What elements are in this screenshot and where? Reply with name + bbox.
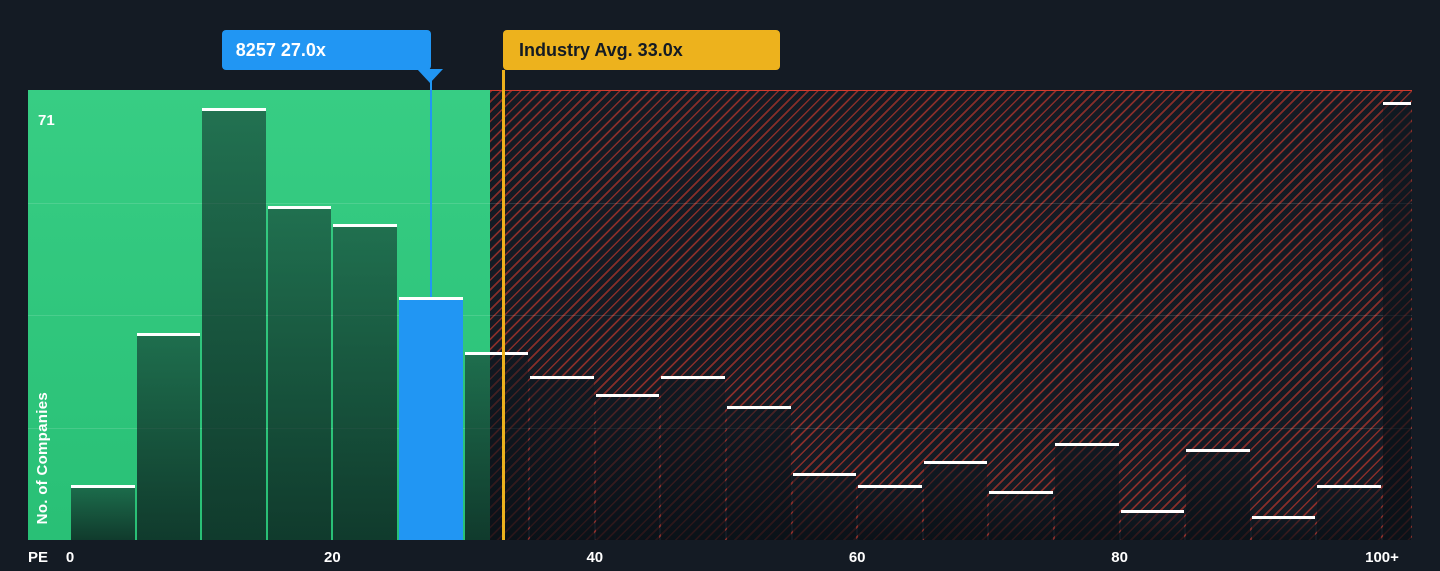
industry-avg-label: Industry Avg. 33.0x <box>519 39 683 60</box>
x-axis: PE 0 20 40 60 80 100+ <box>28 549 1412 569</box>
histogram-bar[interactable] <box>202 108 266 540</box>
company-pe-tooltip[interactable]: 8257 27.0x <box>221 30 443 83</box>
histogram-bar-highlighted[interactable] <box>399 296 463 540</box>
x-tick-label-80: 80 <box>1111 549 1128 566</box>
histogram-bar[interactable] <box>464 351 529 540</box>
y-axis-title: No. of Companies <box>34 391 51 524</box>
histogram-bar[interactable] <box>989 491 1053 540</box>
histogram-bar[interactable] <box>792 473 857 540</box>
histogram-bar[interactable] <box>1055 442 1119 540</box>
x-tick-label-20: 20 <box>324 549 341 566</box>
histogram-bar[interactable] <box>661 375 725 540</box>
histogram-bar[interactable] <box>1317 485 1381 540</box>
histogram-bar[interactable] <box>595 394 660 540</box>
gridline <box>28 315 1412 316</box>
gridline <box>28 202 1412 204</box>
histogram-bar[interactable] <box>1120 509 1185 540</box>
histogram-bar[interactable] <box>1251 515 1316 540</box>
tooltip-pointer-icon <box>416 69 443 83</box>
bars-layer <box>28 90 1412 540</box>
histogram-bar[interactable] <box>71 485 135 540</box>
histogram-bar[interactable] <box>267 205 332 540</box>
histogram-bar[interactable] <box>727 406 791 540</box>
x-axis-title: PE <box>28 549 49 566</box>
histogram-bar[interactable] <box>923 460 988 540</box>
histogram-bar[interactable] <box>333 223 397 540</box>
x-tick-label-60: 60 <box>848 549 866 566</box>
histogram-bar[interactable] <box>530 375 594 540</box>
x-tick-label-0: 0 <box>65 549 75 566</box>
histogram-bar[interactable] <box>136 333 201 540</box>
industry-avg-line <box>501 70 505 540</box>
y-max-value-label: 71 <box>38 112 55 130</box>
histogram-bar[interactable] <box>1383 102 1411 540</box>
company-pe-label: 8257 27.0x <box>235 39 326 60</box>
plot-area: 71 No. of Companies <box>28 90 1412 540</box>
company-marker-line <box>429 70 432 297</box>
x-tick-label-40: 40 <box>586 549 604 566</box>
x-tick-label-100+: 100+ <box>1365 549 1399 566</box>
industry-avg-tooltip[interactable]: Industry Avg. 33.0x <box>503 30 780 70</box>
histogram-bar[interactable] <box>1186 448 1250 540</box>
histogram-bar[interactable] <box>858 485 922 540</box>
